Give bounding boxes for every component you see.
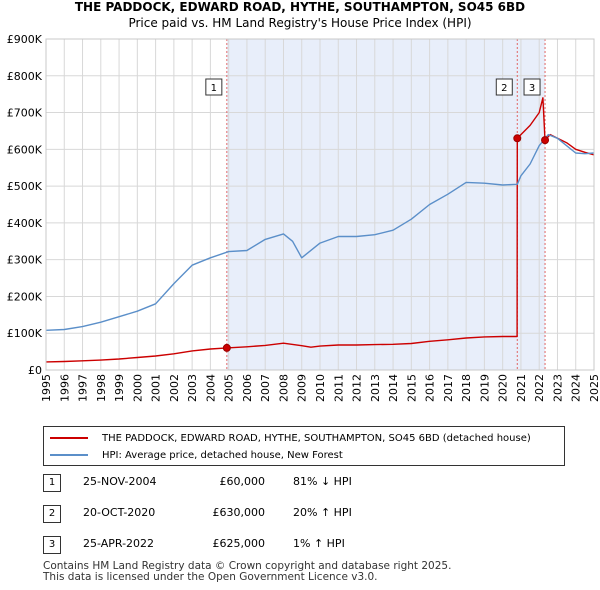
transaction-hpi: 20% ↑ HPI <box>293 506 352 519</box>
transaction-date: 20-OCT-2020 <box>83 506 156 519</box>
transaction-label: 2 <box>501 83 507 94</box>
y-tick-label: £100K <box>7 327 43 340</box>
transaction-number: 2 <box>43 505 61 523</box>
x-tick-label: 1996 <box>58 374 71 402</box>
legend-swatch-property <box>50 437 88 439</box>
footer-license: This data is licensed under the Open Gov… <box>43 571 378 583</box>
price-chart: £0 £100K £200K £300K £400K £500K £600K £700K £80… <box>7 33 600 402</box>
transaction-price: £625,000 <box>212 537 266 550</box>
legend: THE PADDOCK, EDWARD ROAD, HYTHE, SOUTHAM… <box>43 426 565 466</box>
transaction-point <box>222 343 231 352</box>
transaction-point <box>541 136 550 145</box>
x-tick-label: 2003 <box>186 374 199 402</box>
x-tick-label: 2006 <box>241 374 254 402</box>
footer: Contains HM Land Registry data © Crown c… <box>43 561 451 583</box>
x-tick-label: 1998 <box>95 374 108 402</box>
x-tick-label: 2002 <box>168 374 181 402</box>
x-tick-label: 2005 <box>223 374 236 402</box>
y-tick-label: £800K <box>7 70 43 83</box>
y-tick-label: £200K <box>7 290 43 303</box>
transaction-label: 3 <box>529 83 535 94</box>
legend-item-hpi: HPI: Average price, detached house, New … <box>50 447 343 463</box>
legend-label-property: THE PADDOCK, EDWARD ROAD, HYTHE, SOUTHAM… <box>102 432 531 444</box>
x-tick-label: 2000 <box>131 374 144 402</box>
x-tick-label: 2021 <box>515 374 528 402</box>
x-tick-label: 2004 <box>204 374 217 402</box>
x-tick-label: 2009 <box>296 374 309 402</box>
x-tick-label: 2020 <box>497 374 510 402</box>
transaction-label-box <box>205 78 223 96</box>
hpi-line <box>45 133 595 331</box>
legend-swatch-hpi <box>50 454 88 456</box>
x-tick-label: 2017 <box>442 374 455 402</box>
x-tick-label: 2010 <box>314 374 327 402</box>
transaction-label: 1 <box>211 83 217 94</box>
x-tick-label: 2018 <box>460 374 473 402</box>
transaction-price: £630,000 <box>212 506 266 519</box>
x-tick-label: 2025 <box>588 374 600 402</box>
footer-copyright: Contains HM Land Registry data © Crown c… <box>43 560 452 572</box>
x-tick-label: 2001 <box>150 374 163 402</box>
x-tick-label: 1999 <box>113 374 126 402</box>
transaction-number: 3 <box>43 536 61 554</box>
transaction-point <box>513 134 522 143</box>
x-tick-label: 1995 <box>40 374 53 402</box>
x-tick-label: 2019 <box>478 374 491 402</box>
transaction-hpi: 81% ↓ HPI <box>293 475 352 488</box>
y-tick-label: £300K <box>7 254 43 267</box>
legend-label-hpi: HPI: Average price, detached house, New … <box>102 449 343 461</box>
transaction-date: 25-NOV-2004 <box>83 475 157 488</box>
transaction-hpi: 1% ↑ HPI <box>293 537 345 550</box>
y-tick-label: £600K <box>7 143 43 156</box>
y-tick-label: £900K <box>7 33 43 46</box>
chart-title: THE PADDOCK, EDWARD ROAD, HYTHE, SOUTHAM… <box>74 0 526 14</box>
y-tick-label: £0 <box>28 364 42 377</box>
x-tick-label: 2007 <box>259 374 272 402</box>
transaction-date: 25-APR-2022 <box>83 537 155 550</box>
x-tick-label: 2008 <box>277 374 290 402</box>
y-tick-label: £500K <box>7 180 43 193</box>
x-tick-label: 2024 <box>570 374 583 402</box>
y-tick-label: £700K <box>7 107 43 120</box>
chart-subtitle: Price paid vs. HM Land Registry's House … <box>128 16 472 30</box>
legend-item-property: THE PADDOCK, EDWARD ROAD, HYTHE, SOUTHAM… <box>50 430 531 446</box>
x-tick-label: 1997 <box>77 374 90 402</box>
shaded-region <box>226 39 546 370</box>
transaction-price: £60,000 <box>219 475 266 488</box>
plot-border <box>45 38 595 371</box>
y-tick-label: £400K <box>7 217 43 230</box>
transaction-number: 1 <box>43 474 61 492</box>
x-tick-label: 2013 <box>369 374 382 402</box>
x-tick-label: 2023 <box>551 374 564 402</box>
x-tick-label: 2016 <box>424 374 437 402</box>
x-tick-label: 2012 <box>351 374 364 402</box>
property-price-line <box>45 97 595 363</box>
x-tick-label: 2014 <box>387 374 400 402</box>
transaction-label-box <box>523 78 541 96</box>
x-tick-label: 2015 <box>405 374 418 402</box>
x-tick-label: 2011 <box>332 374 345 402</box>
x-tick-label: 2022 <box>533 374 546 402</box>
transaction-label-box <box>495 78 513 96</box>
